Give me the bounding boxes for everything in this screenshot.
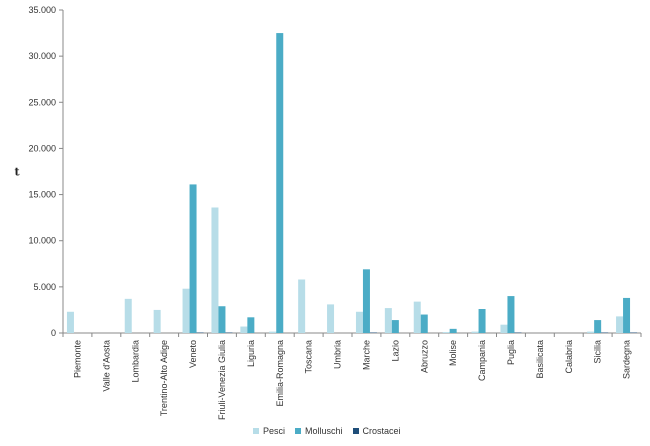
legend-swatch-crostacei — [353, 428, 359, 434]
x-tick-label: Umbria — [333, 340, 343, 369]
y-tick-label: 35.000 — [28, 5, 56, 15]
y-tick-label: 10.000 — [28, 236, 56, 246]
bar-molluschi-12 — [421, 315, 428, 333]
y-tick-label: 20.000 — [28, 143, 56, 153]
bar-pesci-18 — [587, 332, 594, 333]
legend-label-crostacei: Crostacei — [363, 426, 401, 436]
bar-pesci-4 — [183, 289, 190, 333]
legend-item-crostacei: Crostacei — [353, 426, 401, 436]
bar-pesci-19 — [616, 316, 623, 333]
x-tick-label: Lazio — [390, 340, 400, 362]
x-tick-label: Friuli-Venezia Giulia — [217, 340, 227, 420]
bar-molluschi-11 — [392, 320, 399, 333]
x-tick-label: Basilicata — [535, 340, 545, 379]
x-tick-label: Puglia — [506, 340, 516, 365]
bar-pesci-6 — [240, 327, 247, 333]
legend-swatch-pesci — [253, 428, 259, 434]
bar-pesci-7 — [269, 332, 276, 333]
x-tick-label: Trentino-Alto Adige — [159, 340, 169, 416]
bar-pesci-12 — [414, 302, 421, 333]
bar-pesci-11 — [385, 308, 392, 333]
bar-molluschi-15 — [507, 296, 514, 333]
bar-pesci-9 — [327, 304, 334, 333]
x-tick-label: Lombardia — [130, 340, 140, 383]
bar-pesci-3 — [154, 310, 161, 333]
bar-molluschi-7 — [276, 33, 283, 333]
x-tick-label: Toscana — [304, 340, 314, 374]
legend-swatch-molluschi — [295, 428, 301, 434]
bar-pesci-0 — [67, 312, 74, 333]
y-axis-label: t — [14, 166, 20, 179]
x-tick-label: Molise — [448, 340, 458, 366]
x-tick-label: Piemonte — [72, 340, 82, 378]
y-tick-label: 15.000 — [28, 190, 56, 200]
bar-molluschi-4 — [190, 184, 197, 333]
x-tick-label: Valle d'Aosta — [101, 340, 111, 392]
bar-molluschi-19 — [623, 298, 630, 333]
legend: Pesci Molluschi Crostacei — [253, 426, 401, 436]
bar-pesci-2 — [125, 299, 132, 333]
legend-item-molluschi: Molluschi — [295, 426, 343, 436]
bar-pesci-13 — [443, 332, 450, 333]
x-tick-label: Calabria — [564, 340, 574, 374]
bar-molluschi-14 — [479, 309, 486, 333]
bar-pesci-8 — [298, 279, 305, 333]
x-tick-label: Liguria — [246, 340, 256, 367]
bar-pesci-5 — [211, 207, 218, 333]
legend-label-molluschi: Molluschi — [305, 426, 343, 436]
x-tick-label: Abruzzo — [419, 340, 429, 373]
bar-molluschi-18 — [594, 320, 601, 333]
y-tick-label: 25.000 — [28, 97, 56, 107]
y-tick-label: 0 — [51, 328, 56, 338]
x-tick-label: Campania — [477, 340, 487, 381]
x-tick-label: Marche — [361, 340, 371, 370]
y-tick-label: 30.000 — [28, 51, 56, 61]
x-tick-label: Veneto — [188, 340, 198, 368]
bar-pesci-15 — [500, 325, 507, 333]
x-tick-label: Sicilia — [593, 340, 603, 364]
legend-label-pesci: Pesci — [263, 426, 285, 436]
legend-item-pesci: Pesci — [253, 426, 285, 436]
bar-molluschi-6 — [247, 317, 254, 333]
x-tick-label: Sardegna — [622, 340, 632, 379]
bar-molluschi-5 — [218, 306, 225, 333]
y-tick-label: 5.000 — [33, 282, 56, 292]
bar-pesci-10 — [356, 312, 363, 333]
x-tick-label: Emilia-Romagna — [275, 340, 285, 407]
bar-molluschi-10 — [363, 269, 370, 333]
bar-pesci-14 — [472, 332, 479, 333]
bar-molluschi-13 — [450, 329, 457, 333]
